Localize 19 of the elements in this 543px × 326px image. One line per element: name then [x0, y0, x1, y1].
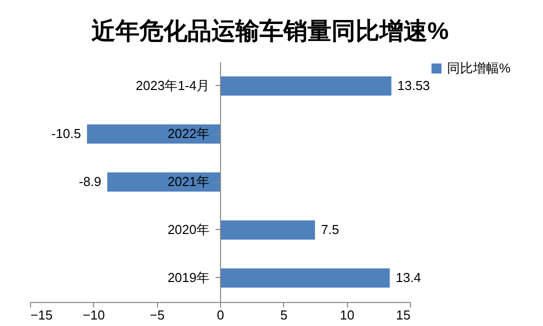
chart-title: 近年危化品运输车销量同比增速% — [91, 18, 449, 45]
y-tick-label: 2020年 — [168, 222, 210, 237]
data-label: 13.53 — [397, 78, 430, 93]
x-tick-label: 0 — [216, 308, 224, 322]
x-tick-label: −10 — [82, 308, 105, 322]
x-tick-label: 10 — [340, 308, 354, 322]
x-tick-label: −5 — [150, 308, 165, 322]
y-tick-label: 2021年 — [168, 174, 210, 189]
y-tick-label: 2019年 — [168, 270, 210, 285]
y-tick-label: 2022年 — [168, 126, 210, 141]
legend-label: 同比增幅% — [447, 60, 511, 76]
x-tick-label: 5 — [280, 308, 288, 322]
data-label: 7.5 — [321, 222, 340, 237]
y-tick-label: 2023年1-4月 — [136, 78, 210, 93]
x-tick-label: 15 — [396, 308, 410, 322]
data-label: -10.5 — [51, 126, 81, 141]
x-tick-label: −15 — [30, 308, 53, 322]
data-label: 13.4 — [396, 270, 422, 285]
data-label: -8.9 — [78, 174, 102, 189]
